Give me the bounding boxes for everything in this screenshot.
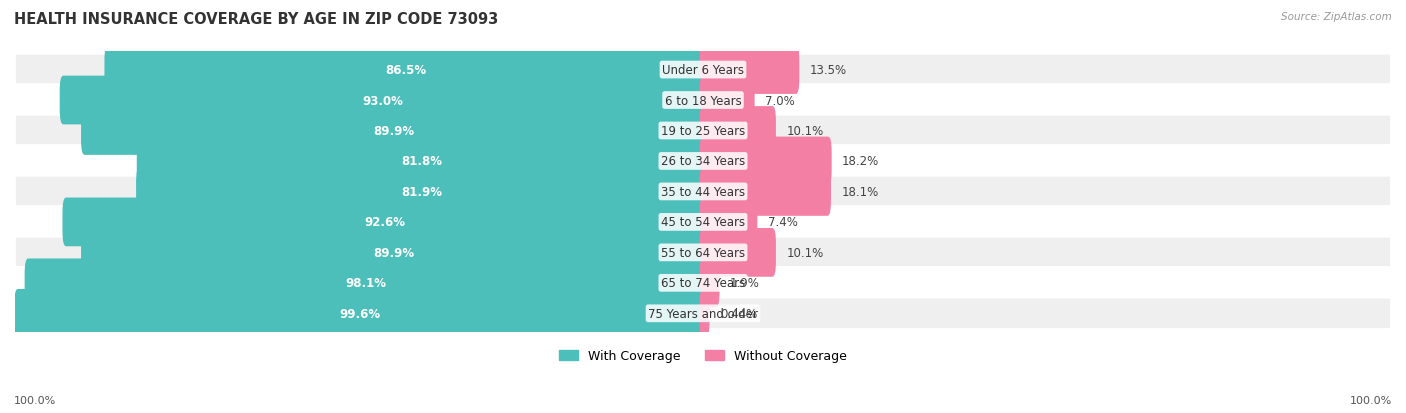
FancyBboxPatch shape bbox=[700, 198, 758, 247]
FancyBboxPatch shape bbox=[700, 289, 710, 338]
Text: 100.0%: 100.0% bbox=[14, 395, 56, 405]
FancyBboxPatch shape bbox=[59, 76, 706, 125]
FancyBboxPatch shape bbox=[136, 168, 706, 216]
Text: HEALTH INSURANCE COVERAGE BY AGE IN ZIP CODE 73093: HEALTH INSURANCE COVERAGE BY AGE IN ZIP … bbox=[14, 12, 498, 27]
Text: 0.44%: 0.44% bbox=[720, 307, 756, 320]
Text: 26 to 34 Years: 26 to 34 Years bbox=[661, 155, 745, 168]
FancyBboxPatch shape bbox=[700, 228, 776, 277]
Text: 6 to 18 Years: 6 to 18 Years bbox=[665, 94, 741, 107]
Text: 75 Years and older: 75 Years and older bbox=[648, 307, 758, 320]
Text: 65 to 74 Years: 65 to 74 Years bbox=[661, 277, 745, 290]
FancyBboxPatch shape bbox=[700, 107, 776, 155]
Text: 98.1%: 98.1% bbox=[344, 277, 387, 290]
Text: 18.1%: 18.1% bbox=[841, 185, 879, 198]
Text: 35 to 44 Years: 35 to 44 Years bbox=[661, 185, 745, 198]
Text: 92.6%: 92.6% bbox=[364, 216, 405, 229]
FancyBboxPatch shape bbox=[15, 237, 1391, 268]
Text: 81.9%: 81.9% bbox=[401, 185, 441, 198]
FancyBboxPatch shape bbox=[15, 55, 1391, 86]
Text: 93.0%: 93.0% bbox=[363, 94, 404, 107]
FancyBboxPatch shape bbox=[104, 46, 706, 95]
Text: 7.4%: 7.4% bbox=[768, 216, 797, 229]
Text: 100.0%: 100.0% bbox=[1350, 395, 1392, 405]
Legend: With Coverage, Without Coverage: With Coverage, Without Coverage bbox=[554, 344, 852, 368]
FancyBboxPatch shape bbox=[15, 176, 1391, 208]
Text: 7.0%: 7.0% bbox=[765, 94, 794, 107]
Text: 89.9%: 89.9% bbox=[373, 246, 415, 259]
Text: 89.9%: 89.9% bbox=[373, 125, 415, 138]
Text: 19 to 25 Years: 19 to 25 Years bbox=[661, 125, 745, 138]
Text: 10.1%: 10.1% bbox=[786, 125, 824, 138]
Text: 45 to 54 Years: 45 to 54 Years bbox=[661, 216, 745, 229]
Text: 99.6%: 99.6% bbox=[340, 307, 381, 320]
FancyBboxPatch shape bbox=[700, 76, 755, 125]
FancyBboxPatch shape bbox=[82, 228, 706, 277]
FancyBboxPatch shape bbox=[700, 168, 831, 216]
FancyBboxPatch shape bbox=[15, 206, 1391, 238]
Text: 13.5%: 13.5% bbox=[810, 64, 846, 77]
FancyBboxPatch shape bbox=[82, 107, 706, 155]
Text: Source: ZipAtlas.com: Source: ZipAtlas.com bbox=[1281, 12, 1392, 22]
Text: 10.1%: 10.1% bbox=[786, 246, 824, 259]
FancyBboxPatch shape bbox=[700, 46, 800, 95]
Text: 55 to 64 Years: 55 to 64 Years bbox=[661, 246, 745, 259]
Text: 18.2%: 18.2% bbox=[842, 155, 879, 168]
Text: 86.5%: 86.5% bbox=[385, 64, 426, 77]
FancyBboxPatch shape bbox=[14, 289, 706, 338]
FancyBboxPatch shape bbox=[700, 137, 832, 186]
FancyBboxPatch shape bbox=[15, 146, 1391, 177]
FancyBboxPatch shape bbox=[15, 298, 1391, 329]
Text: 1.9%: 1.9% bbox=[730, 277, 759, 290]
Text: 81.8%: 81.8% bbox=[401, 155, 441, 168]
FancyBboxPatch shape bbox=[15, 267, 1391, 299]
FancyBboxPatch shape bbox=[15, 115, 1391, 147]
FancyBboxPatch shape bbox=[700, 259, 720, 307]
Text: Under 6 Years: Under 6 Years bbox=[662, 64, 744, 77]
FancyBboxPatch shape bbox=[25, 259, 706, 307]
FancyBboxPatch shape bbox=[62, 198, 706, 247]
FancyBboxPatch shape bbox=[136, 137, 706, 186]
FancyBboxPatch shape bbox=[15, 85, 1391, 116]
